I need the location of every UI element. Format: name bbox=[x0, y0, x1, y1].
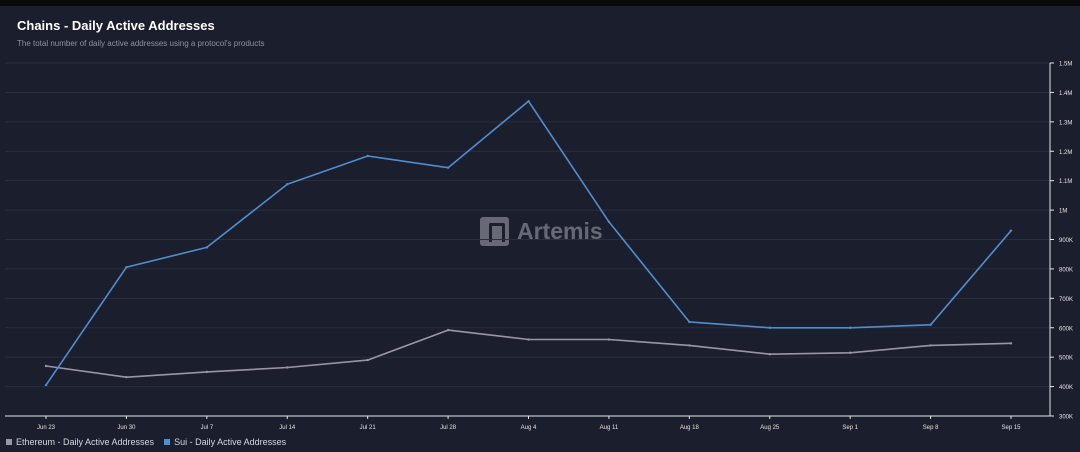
sui-data-point bbox=[366, 154, 369, 158]
sui-data-point bbox=[125, 265, 128, 269]
sui-data-point bbox=[768, 326, 771, 329]
x-tick-label: Aug 25 bbox=[760, 425, 780, 431]
legend-label-ethereum: Ethereum - Daily Active Addresses bbox=[16, 437, 155, 447]
x-tick-label: Jul 21 bbox=[360, 425, 377, 431]
ethereum-data-point bbox=[366, 358, 369, 362]
ethereum-data-point bbox=[527, 338, 530, 341]
sui-data-point bbox=[607, 220, 611, 224]
x-tick-label: Aug 4 bbox=[521, 425, 537, 431]
x-tick-label: Aug 11 bbox=[600, 425, 619, 431]
sui-data-point bbox=[286, 182, 289, 186]
legend-swatch-ethereum bbox=[6, 439, 12, 445]
ethereum-data-point bbox=[607, 338, 611, 341]
ethereum-data-point bbox=[848, 351, 852, 354]
ethereum-data-point bbox=[688, 344, 691, 347]
chart-panel: Chains - Daily Active Addresses The tota… bbox=[0, 6, 1080, 452]
sui-series-line bbox=[45, 100, 1012, 386]
ethereum-data-point bbox=[1009, 342, 1013, 345]
sui-data-point bbox=[848, 326, 852, 329]
sui-data-point bbox=[44, 383, 48, 387]
ethereum-data-point bbox=[929, 344, 932, 347]
y-tick-label: 500K bbox=[1059, 356, 1073, 362]
y-tick-label: 1.1M bbox=[1059, 179, 1072, 185]
ethereum-data-point bbox=[286, 366, 289, 369]
sui-data-point bbox=[688, 320, 691, 324]
x-tick-label: Sep 15 bbox=[1001, 425, 1021, 431]
ethereum-data-point bbox=[446, 328, 450, 332]
ethereum-series-line bbox=[45, 329, 1012, 379]
legend-item-ethereum[interactable]: Ethereum - Daily Active Addresses bbox=[6, 437, 154, 447]
y-tick-label: 400K bbox=[1059, 385, 1073, 391]
x-tick-label: Jun 30 bbox=[117, 425, 136, 431]
sui-data-point bbox=[205, 246, 209, 249]
y-tick-label: 800K bbox=[1059, 267, 1073, 273]
x-tick-label: Jul 14 bbox=[279, 425, 296, 431]
x-tick-label: Jul 7 bbox=[200, 425, 213, 431]
sui-data-point bbox=[929, 323, 932, 327]
legend-item-sui[interactable]: Sui - Daily Active Addresses bbox=[164, 437, 286, 447]
ethereum-data-point bbox=[205, 370, 209, 374]
y-tick-label: 1.5M bbox=[1059, 62, 1072, 68]
y-tick-label: 1.3M bbox=[1059, 120, 1072, 126]
ethereum-data-point bbox=[44, 364, 48, 368]
y-tick-label: 600K bbox=[1059, 326, 1073, 332]
legend-label-sui: Sui - Daily Active Addresses bbox=[174, 437, 287, 447]
chart-subtitle: The total number of daily active address… bbox=[17, 39, 265, 48]
chart-title: Chains - Daily Active Addresses bbox=[17, 18, 215, 33]
y-tick-label: 1.2M bbox=[1059, 150, 1072, 156]
ethereum-data-point bbox=[125, 375, 128, 379]
y-tick-label: 900K bbox=[1059, 238, 1073, 244]
x-tick-label: Sep 8 bbox=[923, 425, 939, 431]
y-tick-label: 1M bbox=[1059, 209, 1067, 215]
chart-legend: Ethereum - Daily Active Addresses Sui - … bbox=[6, 437, 296, 447]
x-tick-label: Jun 23 bbox=[37, 425, 56, 431]
sui-data-point bbox=[446, 166, 450, 169]
sui-data-point bbox=[1009, 229, 1013, 232]
y-tick-label: 300K bbox=[1059, 415, 1073, 421]
line-chart: 300K 400K 500K 600K 700K 800K 900K 1M 1.1M 1.2M 1.… bbox=[5, 62, 1073, 431]
y-tick-label: 1.4M bbox=[1059, 91, 1072, 97]
x-tick-label: Sep 1 bbox=[842, 425, 858, 431]
sui-data-point bbox=[527, 100, 530, 103]
y-tick-label: 700K bbox=[1059, 297, 1073, 303]
ethereum-data-point bbox=[768, 353, 771, 356]
x-tick-label: Aug 18 bbox=[680, 425, 700, 431]
legend-swatch-sui bbox=[164, 439, 171, 445]
x-tick-label: Jul 28 bbox=[440, 425, 457, 431]
artemis-logo-icon bbox=[480, 217, 509, 246]
